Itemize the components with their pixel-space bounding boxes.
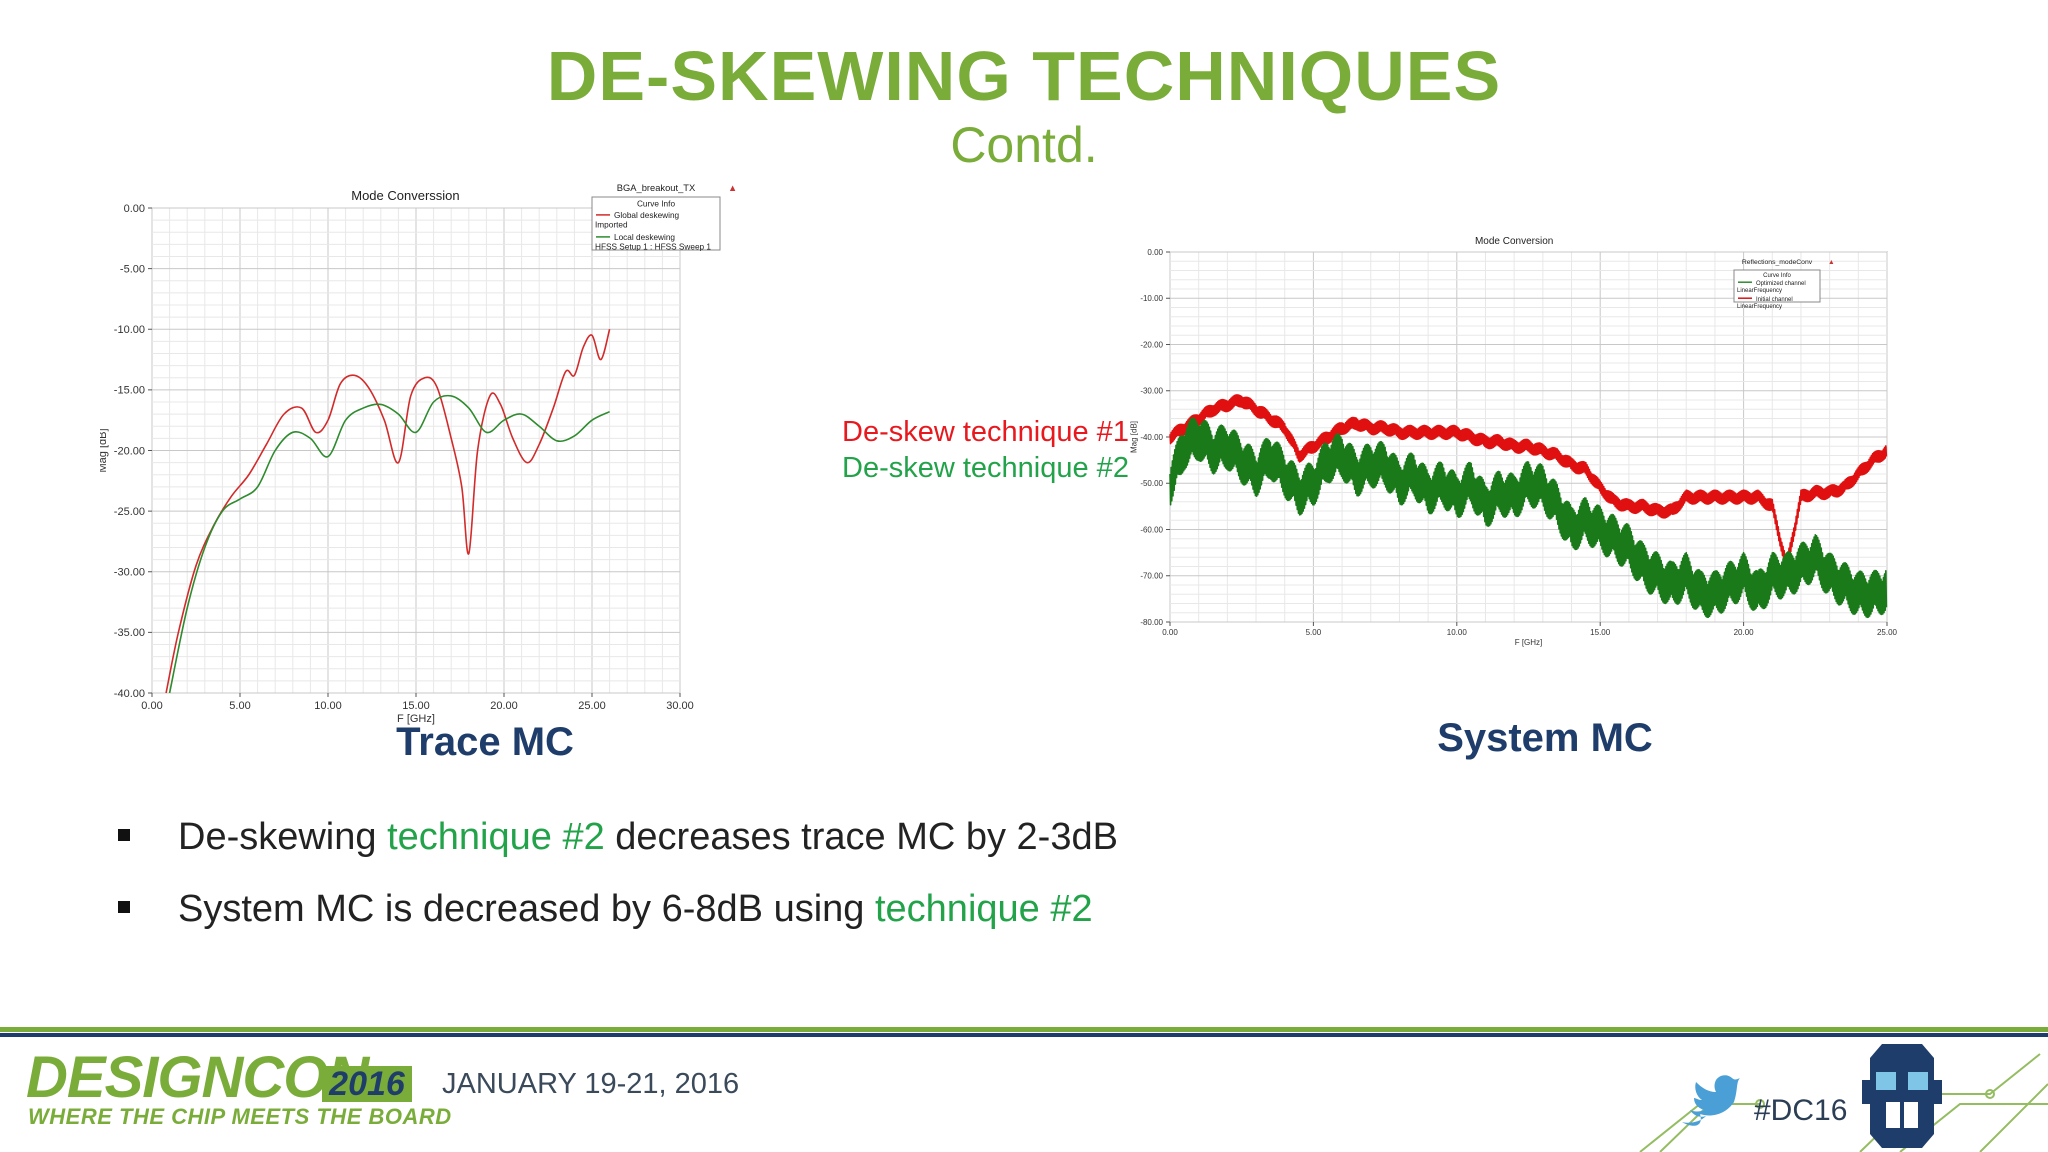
- legend-label: Global deskewing: [614, 211, 680, 220]
- y-tick-label: -20.00: [1140, 340, 1163, 349]
- y-tick-label: -25.00: [114, 506, 145, 518]
- bullet-2-highlight: technique #2: [874, 888, 1093, 930]
- legend-sublabel: LinearFrequency: [1737, 288, 1782, 294]
- series-line-2: [1169, 417, 1888, 619]
- robot-mascot-icon: [1862, 1044, 1942, 1148]
- chart-legend: Reflections_modeConv ▲ Curve Info Optimized…: [1733, 259, 1835, 310]
- y-tick-label: -60.00: [1140, 525, 1163, 534]
- x-tick-label: 25.00: [578, 700, 606, 712]
- bullet-1-highlight: technique #2: [387, 816, 605, 858]
- trace-mc-chart: 0.00 5.00 10.00 15.00 20.00 25.00 30.00 0.00 -5.…: [100, 183, 737, 725]
- series-line-1: [1169, 394, 1888, 569]
- y-tick-label: -10.00: [114, 324, 145, 336]
- x-axis-label: F [GHz]: [397, 713, 435, 725]
- series-line-1: [165, 329, 611, 694]
- y-tick-label: -40.00: [1140, 433, 1163, 442]
- y-axis-label: Mag [dB]: [1130, 421, 1138, 453]
- x-tick-label: 20.00: [490, 700, 518, 712]
- bullet-1: De-skewing technique #2 decreases trace …: [118, 816, 1118, 859]
- legend-collapse-icon: ▲: [728, 183, 737, 193]
- y-tick-label: -70.00: [1140, 572, 1163, 581]
- legend-box: [1733, 269, 1821, 303]
- footer-decoration: [0, 1027, 2048, 1152]
- legend-sublabel: HFSS Setup 1 : HFSS Sweep 1: [595, 242, 711, 251]
- event-dates: JANUARY 19-21, 2016: [442, 1068, 740, 1100]
- legend-corner-label: Reflections_modeConv: [1742, 259, 1813, 266]
- series-line-2: [168, 394, 610, 694]
- x-tick-label: 25.00: [1877, 628, 1898, 637]
- legend-sublabel: Imported: [595, 220, 628, 229]
- x-tick-label: 20.00: [1734, 628, 1755, 637]
- y-tick-label: -5.00: [120, 263, 145, 275]
- y-tick-label: -40.00: [114, 688, 145, 700]
- legend-box: [591, 196, 721, 251]
- x-tick-label: 5.00: [229, 700, 250, 712]
- technique1-annotation: De-skew technique #1: [842, 416, 1129, 448]
- x-tick-label: 10.00: [314, 700, 342, 712]
- x-tick-label: 0.00: [1162, 628, 1178, 637]
- x-tick-label: 15.00: [1590, 628, 1611, 637]
- y-tick-label: -30.00: [1140, 387, 1163, 396]
- legend-label: Optimized channel: [1756, 281, 1806, 287]
- logo-tagline: WHERE THE CHIP MEETS THE BOARD: [28, 1104, 452, 1129]
- bullet-2-text: System MC is decreased by 6-8dB using: [178, 888, 875, 930]
- legend-corner-label: BGA_breakout_TX: [617, 183, 696, 193]
- trace-mc-caption: Trace MC: [396, 720, 574, 764]
- y-tick-label: -80.00: [1140, 618, 1163, 627]
- legend-label: Local deskewing: [614, 233, 675, 242]
- legend-label: Initial channel: [1756, 297, 1793, 303]
- y-tick-label: 0.00: [124, 203, 145, 215]
- x-tick-label: 15.00: [402, 700, 430, 712]
- y-tick-label: 0.00: [1147, 248, 1163, 257]
- legend-header: Curve Info: [1763, 273, 1791, 279]
- twitter-bird-icon: [1682, 1075, 1740, 1126]
- chart-title: Mode Conversion: [1475, 236, 1553, 247]
- bullet-square-icon: [118, 828, 130, 841]
- system-mc-caption: System MC: [1437, 716, 1653, 760]
- y-axis-label: Mag [dB]: [100, 428, 109, 472]
- bullet-2: System MC is decreased by 6-8dB using te…: [118, 888, 1093, 931]
- designcon-logo: DESIGNCON: [26, 1045, 369, 1110]
- y-tick-label: -35.00: [114, 627, 145, 639]
- y-tick-label: -10.00: [1140, 294, 1163, 303]
- slide-subtitle: Contd.: [950, 117, 1098, 173]
- legend-collapse-icon: ▲: [1828, 259, 1835, 266]
- y-tick-label: -30.00: [114, 567, 145, 579]
- bullet-square-icon: [118, 900, 130, 913]
- technique2-annotation: De-skew technique #2: [842, 452, 1129, 484]
- legend-header: Curve Info: [637, 199, 675, 208]
- x-tick-label: 30.00: [666, 700, 694, 712]
- y-tick-label: -50.00: [1140, 479, 1163, 488]
- chart-title: Mode Converssion: [351, 188, 459, 203]
- event-hashtag: #DC16: [1754, 1094, 1848, 1127]
- x-axis-label: F [GHz]: [1515, 638, 1543, 647]
- system-mc-chart: 0.00 5.00 10.00 15.00 20.00 25.00 0.00 -10.00 -2…: [1130, 236, 1898, 647]
- slide-title: DE-SKEWING TECHNIQUES: [546, 37, 1502, 115]
- bullet-1-rest: decreases trace MC by 2-3dB: [604, 816, 1118, 858]
- x-tick-label: 5.00: [1306, 628, 1322, 637]
- logo-year-badge: 2016: [322, 1066, 412, 1102]
- y-tick-label: -20.00: [114, 445, 145, 457]
- bullet-1-text: De-skewing: [178, 816, 388, 858]
- chart-legend: BGA_breakout_TX ▲ Curve Info Global deskewi…: [591, 183, 737, 251]
- y-tick-label: -15.00: [114, 385, 145, 397]
- x-tick-label: 10.00: [1447, 628, 1468, 637]
- x-tick-label: 0.00: [141, 700, 162, 712]
- legend-sublabel: LinearFrequency: [1737, 304, 1782, 310]
